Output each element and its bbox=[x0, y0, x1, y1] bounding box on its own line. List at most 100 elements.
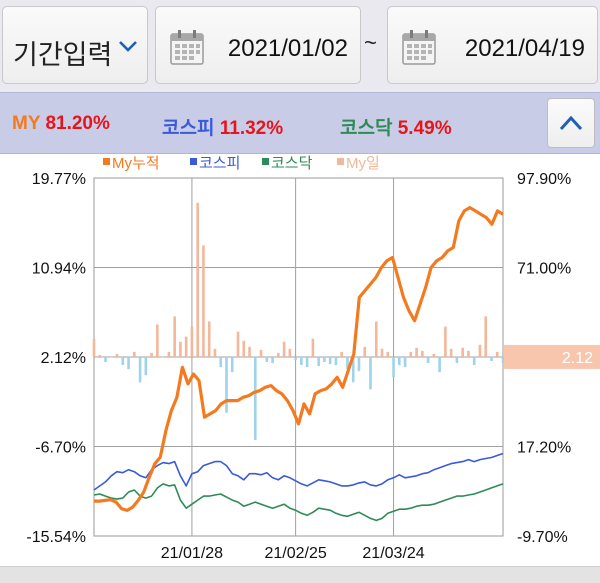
my-daily-bar bbox=[317, 356, 320, 367]
summary-my: MY 81.20% bbox=[12, 113, 110, 135]
my-daily-bar bbox=[92, 338, 96, 357]
current-value-marker bbox=[504, 344, 600, 369]
my-daily-bars bbox=[92, 202, 505, 441]
my-daily-bar bbox=[501, 356, 505, 364]
summary-kospi: 코스피 11.32% bbox=[162, 113, 283, 140]
my-daily-bar bbox=[369, 356, 372, 390]
summary-my-name: MY bbox=[12, 113, 41, 134]
my-daily-bar bbox=[109, 356, 113, 358]
my-daily-bar bbox=[219, 356, 223, 368]
my-daily-bar bbox=[225, 356, 228, 413]
left-axis-tick-label: -15.54% bbox=[26, 529, 86, 546]
my-daily-bar bbox=[248, 346, 251, 357]
my-daily-bar bbox=[392, 356, 395, 378]
my-daily-bar bbox=[438, 356, 441, 373]
summary-kospi-value: 11.32% bbox=[219, 118, 284, 139]
chevron-down-icon bbox=[119, 41, 137, 52]
my-daily-bar bbox=[265, 356, 269, 363]
my-daily-bar bbox=[133, 351, 136, 357]
my-daily-bar bbox=[472, 356, 476, 366]
right-axis-tick-label: -9.70% bbox=[517, 529, 568, 546]
my-daily-bar bbox=[398, 356, 401, 366]
calendar-icon bbox=[170, 30, 204, 65]
my-daily-bar bbox=[340, 351, 344, 357]
my-daily-bar bbox=[351, 356, 355, 383]
my-daily-bar bbox=[282, 341, 286, 357]
my-daily-bar bbox=[144, 356, 148, 376]
my-daily-bar bbox=[421, 350, 424, 357]
end-date-button[interactable]: 2021/04/19 bbox=[387, 6, 598, 84]
my-daily-bar bbox=[346, 356, 349, 370]
my-daily-bar bbox=[495, 351, 499, 357]
my-cumulative-line bbox=[94, 205, 504, 512]
left-axis-tick-label: -6.70% bbox=[35, 440, 86, 457]
my-daily-bar bbox=[138, 356, 142, 383]
my-daily-bar bbox=[190, 326, 194, 357]
summary-kosdaq-name: 코스닥 bbox=[340, 118, 393, 139]
my-daily-bar bbox=[259, 349, 263, 357]
my-daily-bar bbox=[156, 324, 159, 357]
left-axis-tick-label: 19.77% bbox=[32, 171, 86, 188]
my-daily-bar bbox=[161, 356, 165, 358]
my-daily-bar bbox=[277, 352, 280, 357]
my-daily-bar bbox=[374, 321, 378, 357]
my-daily-bar bbox=[363, 346, 367, 357]
current-value-marker-label: 2.12 bbox=[562, 350, 593, 367]
start-date-button[interactable]: 2021/01/02 bbox=[155, 6, 361, 84]
my-daily-bar bbox=[167, 351, 171, 357]
legend-swatch bbox=[262, 158, 269, 165]
kosdaq-line bbox=[93, 483, 504, 522]
my-daily-bar bbox=[288, 348, 292, 357]
x-axis-tick-label: 21/02/25 bbox=[264, 545, 326, 562]
my-daily-bar bbox=[357, 356, 361, 372]
collapse-button[interactable] bbox=[547, 98, 595, 148]
legend-swatch bbox=[190, 158, 197, 165]
summary-kospi-name: 코스피 bbox=[162, 118, 215, 139]
my-daily-bar bbox=[415, 347, 418, 357]
my-daily-bar bbox=[300, 356, 303, 366]
my-daily-bar bbox=[271, 356, 274, 364]
my-daily-bar bbox=[253, 356, 257, 441]
my-daily-bar bbox=[236, 331, 240, 357]
return-chart: 19.77% 10.94% 2.12% -6.70% -15.54% 97.90% 71.0… bbox=[26, 155, 600, 562]
x-axis-tick-label: 21/01/28 bbox=[161, 545, 223, 562]
chart-axes: 19.77% 10.94% 2.12% -6.70% -15.54% 97.90% 71.0… bbox=[26, 171, 600, 562]
summary-kosdaq-value: 5.49% bbox=[397, 118, 452, 139]
my-daily-bar bbox=[213, 348, 217, 357]
start-date-value: 2021/01/02 bbox=[227, 35, 348, 62]
my-daily-bar bbox=[409, 351, 413, 357]
my-daily-bar bbox=[490, 356, 493, 362]
my-daily-bar bbox=[432, 353, 436, 357]
my-daily-bar bbox=[294, 356, 297, 360]
date-range-separator: ~ bbox=[364, 30, 377, 55]
my-daily-bar bbox=[478, 344, 482, 357]
left-axis-tick-label: 10.94% bbox=[32, 261, 86, 278]
my-daily-bar bbox=[179, 341, 182, 357]
my-daily-bar bbox=[484, 316, 488, 357]
right-axis-tick-label: 17.20% bbox=[517, 440, 571, 457]
x-axis-tick-label: 21/03/24 bbox=[362, 545, 424, 562]
kospi-line bbox=[93, 452, 504, 491]
my-daily-bar bbox=[207, 321, 211, 357]
my-daily-bar bbox=[242, 340, 246, 357]
legend-label: My일 bbox=[346, 155, 380, 172]
my-daily-bar bbox=[184, 336, 188, 357]
legend-swatch bbox=[337, 158, 344, 165]
left-axis-tick-label: 2.12% bbox=[41, 350, 86, 367]
my-daily-bar bbox=[196, 202, 199, 357]
my-daily-bar bbox=[426, 356, 430, 364]
my-daily-bar bbox=[403, 356, 407, 368]
my-daily-bar bbox=[328, 356, 332, 365]
my-daily-bar bbox=[386, 351, 390, 357]
my-daily-bar bbox=[380, 348, 384, 357]
my-daily-bar bbox=[127, 356, 130, 370]
period-input-button[interactable]: 기간입력 bbox=[2, 6, 148, 84]
return-summary-bar: MY 81.20% 코스피 11.32% 코스닥 5.49% bbox=[0, 92, 600, 154]
end-date-value: 2021/04/19 bbox=[464, 35, 585, 62]
my-daily-bar bbox=[230, 356, 234, 373]
my-daily-bar bbox=[305, 356, 309, 368]
my-daily-bar bbox=[444, 326, 447, 357]
my-daily-bar bbox=[461, 347, 464, 357]
my-daily-bar bbox=[202, 245, 205, 357]
legend-swatch bbox=[103, 158, 110, 165]
